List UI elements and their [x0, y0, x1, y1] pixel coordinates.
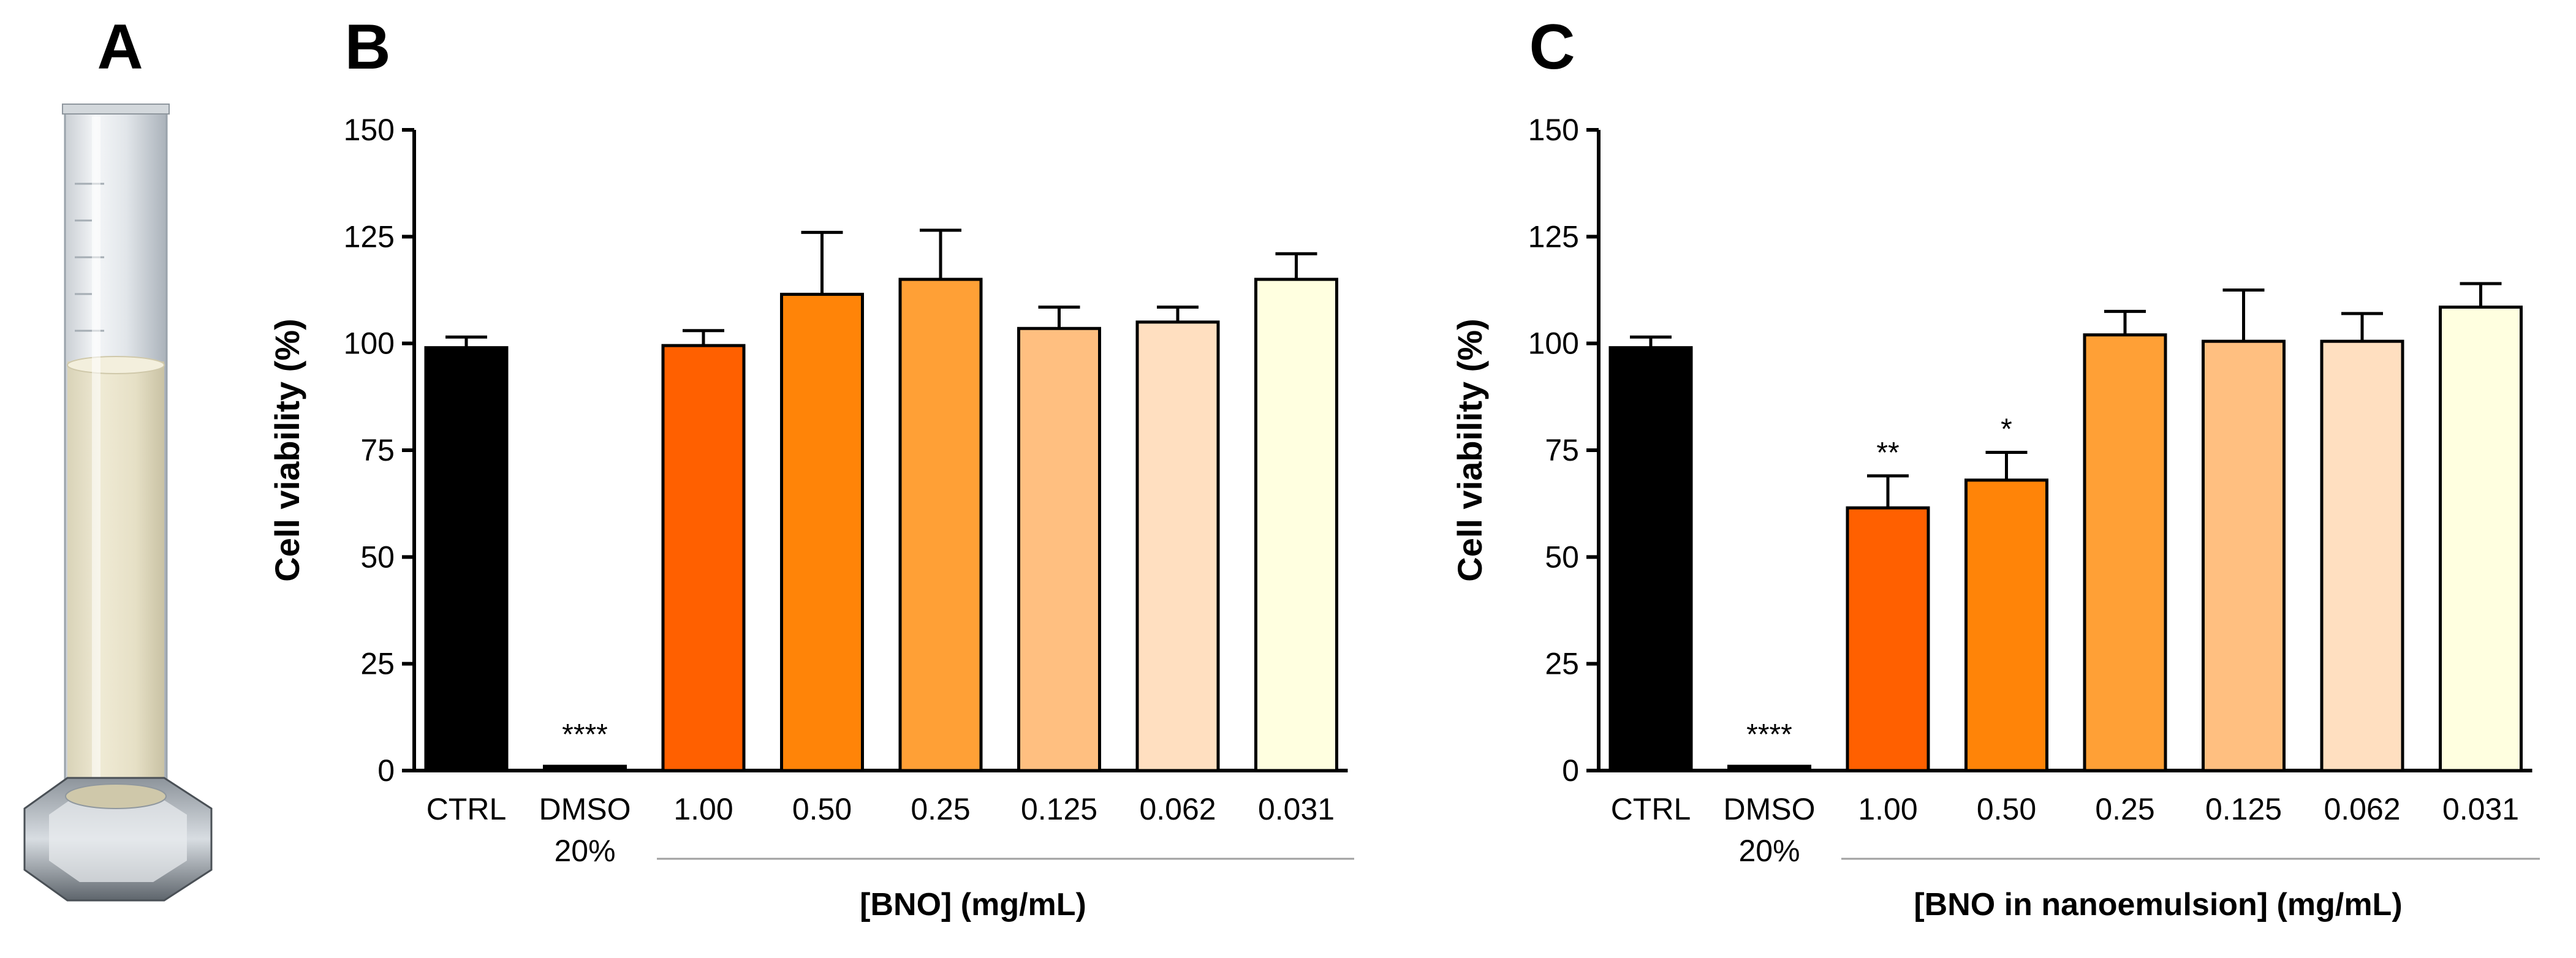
y-tick-label: 0 [377, 753, 395, 788]
bar [2320, 339, 2404, 772]
panel-a: A [0, 12, 257, 958]
significance-label: * [2001, 413, 2012, 445]
bar [424, 346, 509, 772]
bar [1254, 277, 1338, 772]
x-tick-label: 20% [554, 834, 615, 868]
x-tick-label: 0.50 [792, 792, 852, 826]
x-tick-label: 0.031 [2442, 792, 2519, 826]
bar [1964, 478, 2048, 772]
bar [661, 344, 746, 772]
bar [1608, 346, 1693, 772]
x-tick-label: 0.062 [2324, 792, 2400, 826]
bar [1727, 764, 1811, 772]
y-axis-title: Cell viability (%) [268, 319, 306, 581]
significance-label: **** [1746, 719, 1792, 751]
y-tick-label: 75 [1545, 433, 1579, 467]
y-tick-label: 100 [1528, 326, 1579, 361]
panel-b-letter: B [344, 12, 390, 83]
panel-b: B 0 25 50 75 100 125 150 Cell viability (%) CTRL… [268, 12, 1354, 922]
x-tick-label: CTRL [1611, 792, 1691, 826]
panel-c: C 0 25 50 75 100 125 150 Cell viability (%) CTRL… [1450, 12, 2540, 922]
bar [2083, 333, 2167, 772]
x-tick-label: 1.00 [1858, 792, 1917, 826]
y-tick-label: 25 [1545, 647, 1579, 681]
x-tick-label: 0.25 [2095, 792, 2154, 826]
panel-a-letter: A [97, 12, 143, 83]
x-tick-label: 0.125 [1021, 792, 1097, 826]
x-tick-label: 0.125 [2205, 792, 2282, 826]
x-axis-title: [BNO] (mg/mL) [860, 887, 1086, 922]
y-tick-label: 100 [344, 326, 395, 361]
bar [1017, 326, 1101, 772]
y-tick-label: 125 [344, 219, 395, 254]
x-tick-label: DMSO [1724, 792, 1816, 826]
y-tick-label: 150 [1528, 113, 1579, 147]
graduated-cylinder-photo [0, 104, 257, 958]
y-tick-label: 50 [360, 540, 395, 574]
bar [543, 764, 627, 772]
y-tick-label: 125 [1528, 219, 1579, 254]
panel-c-letter: C [1529, 12, 1575, 83]
bar [2439, 305, 2523, 772]
significance-label: **** [562, 719, 608, 751]
bar [780, 292, 864, 772]
y-tick-label: 0 [1562, 753, 1579, 788]
x-tick-label: DMSO [539, 792, 631, 826]
x-tick-label: 0.062 [1139, 792, 1216, 826]
x-tick-label: 20% [1738, 834, 1800, 868]
y-axis-title: Cell viability (%) [1450, 319, 1489, 581]
bar [1135, 320, 1220, 772]
x-tick-label: 0.50 [1977, 792, 2036, 826]
bar [898, 277, 983, 772]
chart-b-plot: 0 25 50 75 100 125 150 Cell viability (%) CTRL **… [268, 113, 1354, 922]
y-tick-label: 75 [360, 433, 395, 467]
x-tick-label: 0.031 [1258, 792, 1335, 826]
x-tick-label: CTRL [426, 792, 507, 826]
x-tick-label: 1.00 [673, 792, 733, 826]
x-tick-label: 0.25 [911, 792, 970, 826]
x-axis-title: [BNO in nanoemulsion] (mg/mL) [1914, 887, 2402, 922]
bar [2202, 339, 2286, 772]
significance-label: ** [1876, 437, 1899, 469]
bar [1846, 506, 1930, 772]
y-tick-label: 150 [344, 113, 395, 147]
y-tick-label: 25 [360, 647, 395, 681]
y-tick-label: 50 [1545, 540, 1579, 574]
